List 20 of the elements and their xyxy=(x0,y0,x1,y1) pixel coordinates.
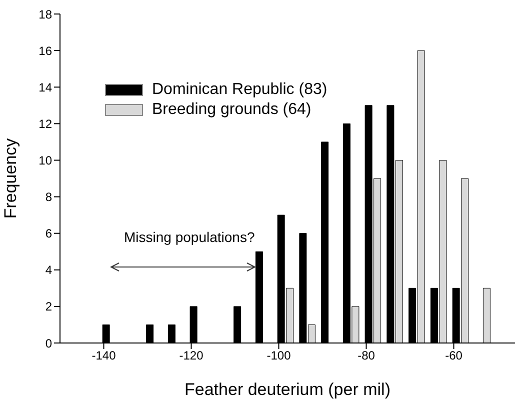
x-tick-label: -80 xyxy=(358,348,376,363)
x-tick-label: -140 xyxy=(92,348,116,363)
y-axis-title: Frequency xyxy=(1,138,20,219)
x-tick-label: -60 xyxy=(445,348,463,363)
annotation: Missing populations? xyxy=(124,229,255,245)
y-tick-label: 2 xyxy=(45,300,52,314)
y-tick-label: 14 xyxy=(38,80,52,94)
legend-label: Breeding grounds (64) xyxy=(152,100,312,120)
y-tick-label: 16 xyxy=(38,44,52,58)
x-tick-label: -100 xyxy=(266,348,292,363)
y-tick-label: 4 xyxy=(45,263,52,278)
y-tick-label: 10 xyxy=(38,153,52,168)
x-tick-label: -120 xyxy=(179,348,204,363)
y-tick-label: 18 xyxy=(38,7,52,22)
y-tick-label: 0 xyxy=(45,336,52,350)
y-tick-label: 8 xyxy=(45,190,52,204)
legend-label: Dominican Republic (83) xyxy=(152,80,328,100)
y-tick-label: 12 xyxy=(38,116,52,131)
x-axis-title: Feather deuterium (per mil) xyxy=(184,380,390,399)
y-tick-label: 6 xyxy=(45,226,52,241)
